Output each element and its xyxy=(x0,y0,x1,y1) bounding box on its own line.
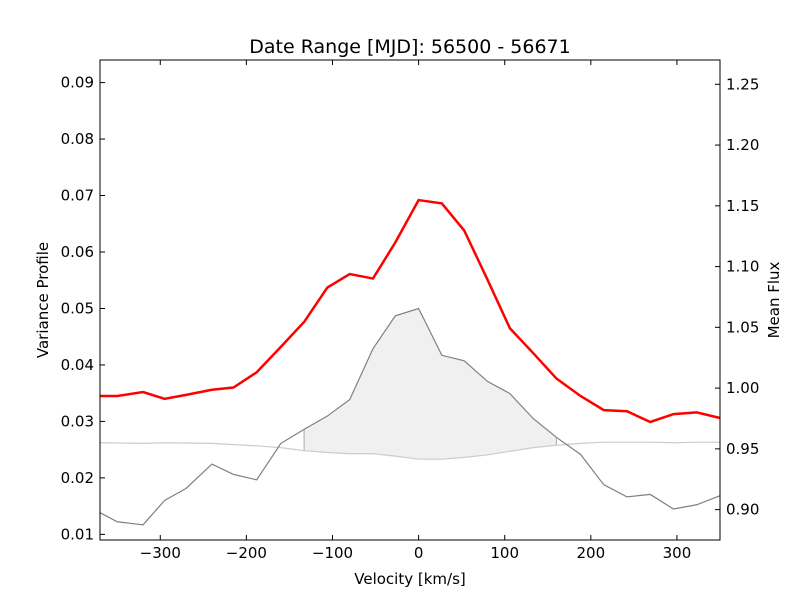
y-tick-label: 0.06 xyxy=(61,243,94,261)
y2-tick-label: 1.00 xyxy=(726,379,759,397)
series-lines-layer xyxy=(99,198,721,526)
shaded-region-layer xyxy=(303,308,557,460)
y2-tick-label: 1.20 xyxy=(726,136,759,154)
plot-frame xyxy=(99,59,721,541)
y-tick-label: 0.05 xyxy=(61,299,94,317)
x-tick-label: 0 xyxy=(414,544,424,562)
y2-tick-label: 1.15 xyxy=(726,197,759,215)
ticks-layer: −300 −200 −100 0 100 200 300 0.01 0.02 0.03 0.04 0.… xyxy=(61,60,759,562)
y-tick-label: 0.08 xyxy=(61,130,94,148)
mean-flux-line xyxy=(99,307,721,526)
y2-tick-label: 1.10 xyxy=(726,258,759,276)
chart-title: Date Range [MJD]: 56500 - 56671 xyxy=(249,36,570,58)
y-tick-label: 0.03 xyxy=(61,412,94,430)
y-tick-label: 0.09 xyxy=(61,74,94,92)
x-tick-label: 200 xyxy=(577,544,606,562)
y-axis-label: Variance Profile xyxy=(34,242,52,358)
y2-axis-label: Mean Flux xyxy=(765,261,783,338)
y2-tick-label: 0.90 xyxy=(726,501,759,519)
y2-tick-label: 1.05 xyxy=(726,318,759,336)
x-tick-label: −300 xyxy=(140,544,181,562)
y2-tick-label: 0.95 xyxy=(726,440,759,458)
y-tick-label: 0.07 xyxy=(61,187,94,205)
shaded-region xyxy=(304,308,557,460)
y-tick-label: 0.02 xyxy=(61,469,94,487)
x-tick-label: −200 xyxy=(226,544,267,562)
x-axis-label: Velocity [km/s] xyxy=(354,570,465,588)
x-tick-label: 300 xyxy=(663,544,692,562)
y-tick-label: 0.04 xyxy=(61,356,94,374)
y-tick-label: 0.01 xyxy=(61,525,94,543)
x-tick-label: 100 xyxy=(490,544,519,562)
variance-profile-line xyxy=(100,198,721,424)
mean-flux-baseline-line xyxy=(99,441,720,460)
y2-tick-label: 1.25 xyxy=(726,75,759,93)
x-tick-label: −100 xyxy=(312,544,353,562)
